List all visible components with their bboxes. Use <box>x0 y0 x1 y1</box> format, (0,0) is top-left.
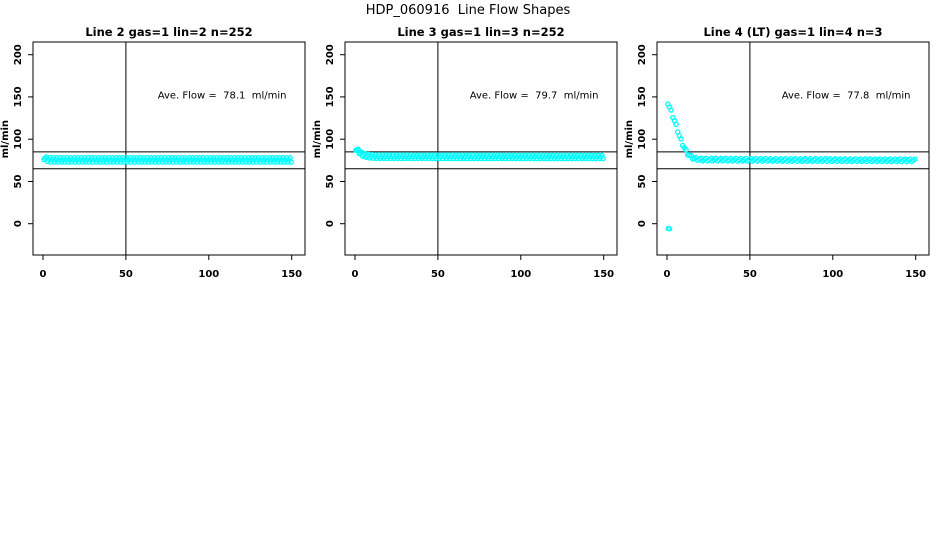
plot-box <box>344 41 618 256</box>
plot-area: 0 50 100 150 0 50 100 150 200 ml/min Ave. Flow = 7… <box>312 41 618 280</box>
x-tick-label: 100 <box>510 269 531 280</box>
average-flow-annotation: Ave. Flow = 79.7 ml/min <box>470 91 599 102</box>
x-tick-label: 50 <box>431 269 445 280</box>
panel-title: Line 2 gas=1 lin=2 n=252 <box>85 25 252 39</box>
outlier-points <box>665 225 673 232</box>
y-tick-label: 50 <box>325 175 336 189</box>
plot-area: 0 50 100 150 0 50 100 150 200 ml/min Ave. Flow = 7… <box>624 41 930 280</box>
x-tick-label: 100 <box>198 269 219 280</box>
x-tick-label: 150 <box>905 269 926 280</box>
y-tick-label: 0 <box>637 220 648 227</box>
y-tick-label: 200 <box>13 44 24 65</box>
y-tick-label: 100 <box>325 129 336 150</box>
plot-area: 0 50 100 150 0 50 100 150 200 ml/min Ave. Flow = 7… <box>0 41 306 280</box>
x-tick-label: 50 <box>119 269 133 280</box>
panels-row: Line 2 gas=1 lin=2 n=252 0 50 100 150 0 50 100… <box>0 25 930 280</box>
y-tick-label: 150 <box>325 86 336 107</box>
y-tick-label: 100 <box>637 129 648 150</box>
y-axis-label: ml/min <box>312 120 323 158</box>
y-tick-label: 150 <box>13 86 24 107</box>
data-points <box>353 146 606 162</box>
y-axis-label: ml/min <box>624 120 635 158</box>
y-tick-label: 200 <box>325 44 336 65</box>
y-axis-label: ml/min <box>0 120 11 158</box>
x-tick-label: 100 <box>822 269 843 280</box>
data-points <box>665 101 918 165</box>
chart-panel-line4: Line 4 (LT) gas=1 lin=4 n=3 0 50 100 150 0 50… <box>624 25 930 280</box>
y-tick-label: 150 <box>637 86 648 107</box>
panel-title: Line 4 (LT) gas=1 lin=4 n=3 <box>703 25 882 39</box>
y-tick-label: 0 <box>325 220 336 227</box>
x-tick-label: 150 <box>593 269 614 280</box>
y-tick-label: 200 <box>637 44 648 65</box>
y-tick-label: 100 <box>13 129 24 150</box>
panel-title: Line 3 gas=1 lin=3 n=252 <box>397 25 564 39</box>
x-tick-label: 50 <box>743 269 757 280</box>
y-tick-label: 50 <box>13 175 24 189</box>
chart-panel-line2: Line 2 gas=1 lin=2 n=252 0 50 100 150 0 50 100… <box>0 25 306 280</box>
average-flow-annotation: Ave. Flow = 77.8 ml/min <box>782 91 911 102</box>
average-flow-annotation: Ave. Flow = 78.1 ml/min <box>158 91 287 102</box>
y-tick-label: 0 <box>13 220 24 227</box>
x-tick-label: 150 <box>281 269 302 280</box>
data-points <box>41 154 294 165</box>
x-tick-label: 0 <box>40 269 47 280</box>
x-tick-label: 0 <box>352 269 359 280</box>
y-tick-label: 50 <box>637 175 648 189</box>
x-tick-label: 0 <box>664 269 671 280</box>
figure-title: HDP_060916 Line Flow Shapes <box>365 3 571 18</box>
plot-box <box>32 41 306 256</box>
plot-box <box>656 41 930 256</box>
chart-panel-line3: Line 3 gas=1 lin=3 n=252 0 50 100 150 0 50 100… <box>312 25 618 280</box>
